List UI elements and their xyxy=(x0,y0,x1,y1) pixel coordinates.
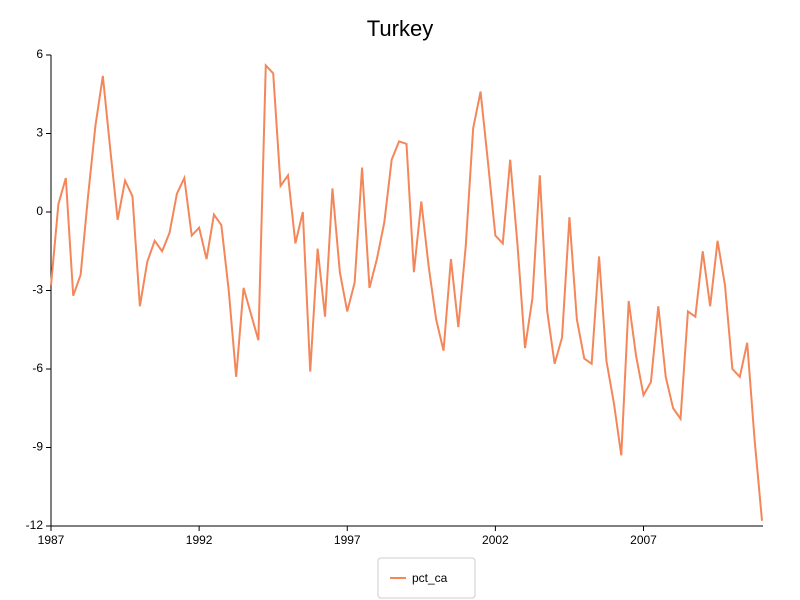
x-tick-label: 2007 xyxy=(630,533,657,547)
y-tick-label: -12 xyxy=(26,518,44,532)
y-tick-label: -6 xyxy=(32,361,43,375)
chart-title: Turkey xyxy=(367,16,433,41)
x-tick-label: 1992 xyxy=(186,533,213,547)
y-tick-label: 3 xyxy=(36,126,43,140)
x-tick-label: 1987 xyxy=(38,533,65,547)
y-tick-label: 0 xyxy=(36,204,43,218)
y-tick-label: -3 xyxy=(32,283,43,297)
legend-label: pct_ca xyxy=(412,571,448,585)
x-tick-label: 2002 xyxy=(482,533,509,547)
x-tick-label: 1997 xyxy=(334,533,361,547)
y-tick-label: 6 xyxy=(36,47,43,61)
legend-box xyxy=(377,557,476,599)
data-line xyxy=(50,63,763,521)
y-tick-label: -9 xyxy=(32,440,43,454)
